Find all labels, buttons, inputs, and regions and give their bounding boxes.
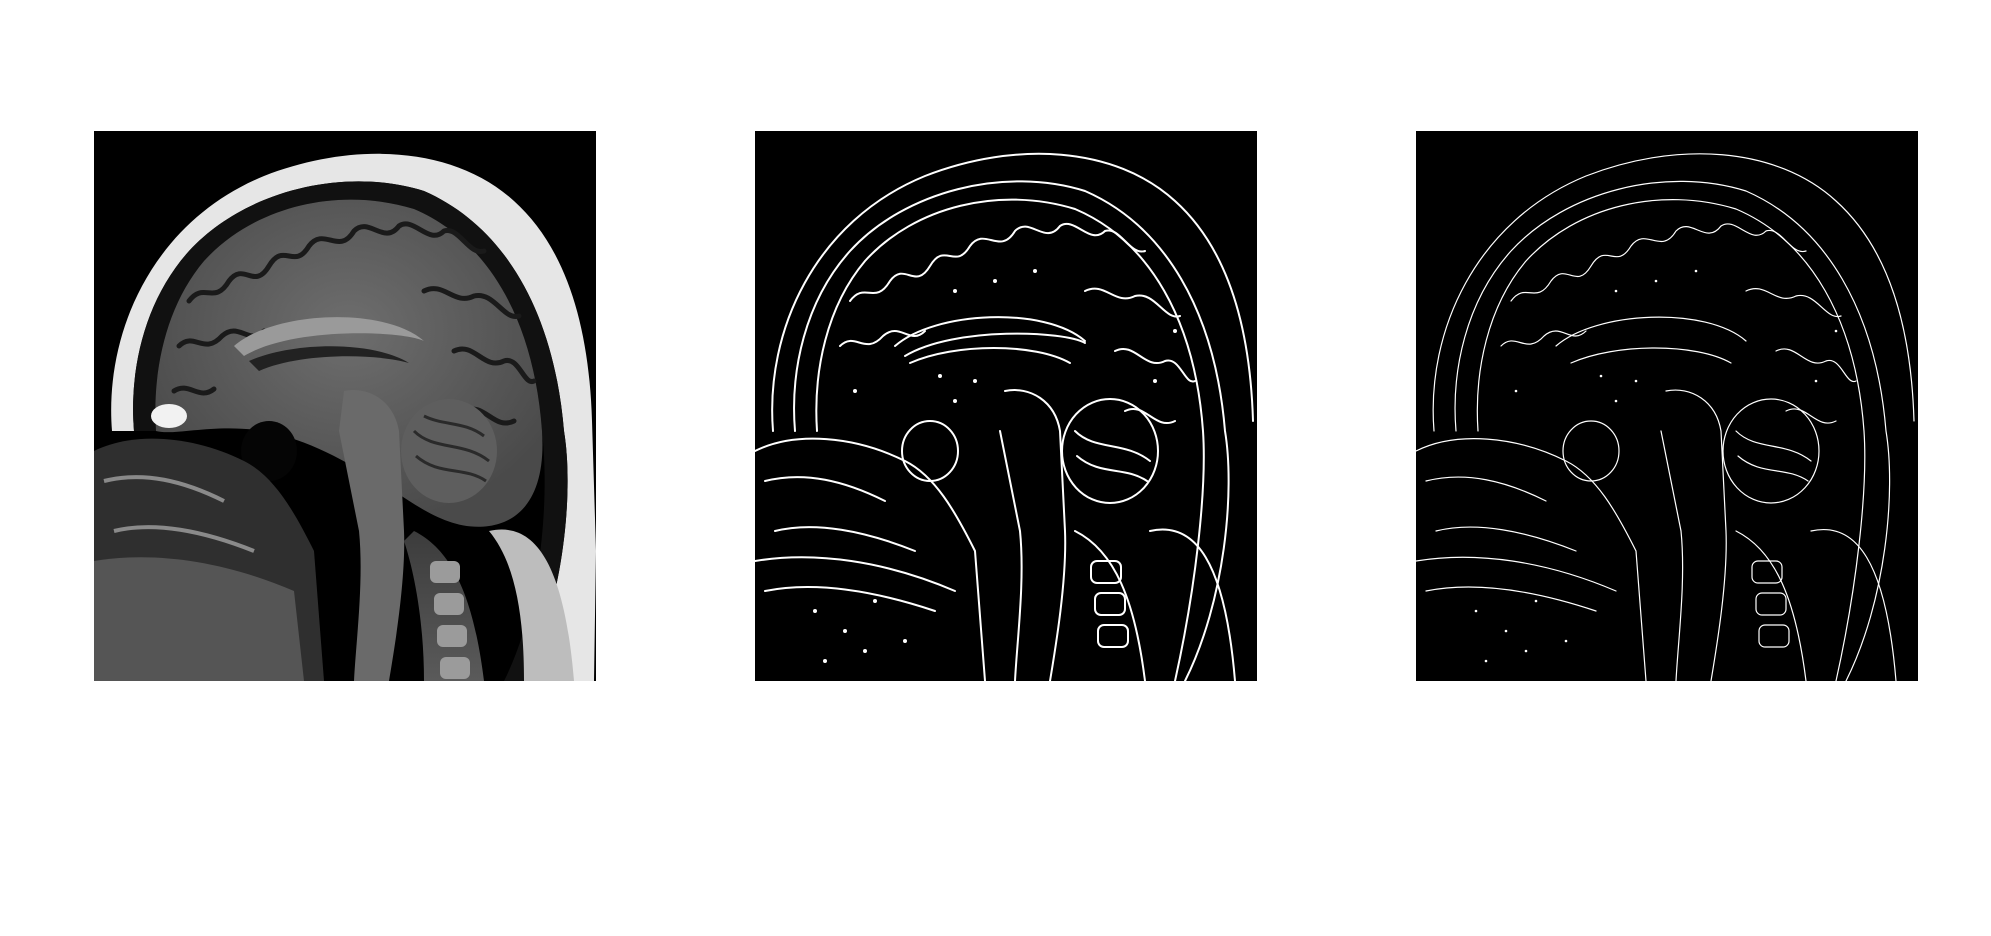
edge-map-image-1 (755, 131, 1257, 681)
original-mri-image (94, 131, 596, 681)
edge-map-drawing-2 (1416, 153, 1915, 681)
edge-map-drawing-1 (755, 152, 1254, 681)
edge-map-image-2 (1416, 131, 1918, 681)
mri-slice-drawing (94, 153, 596, 681)
